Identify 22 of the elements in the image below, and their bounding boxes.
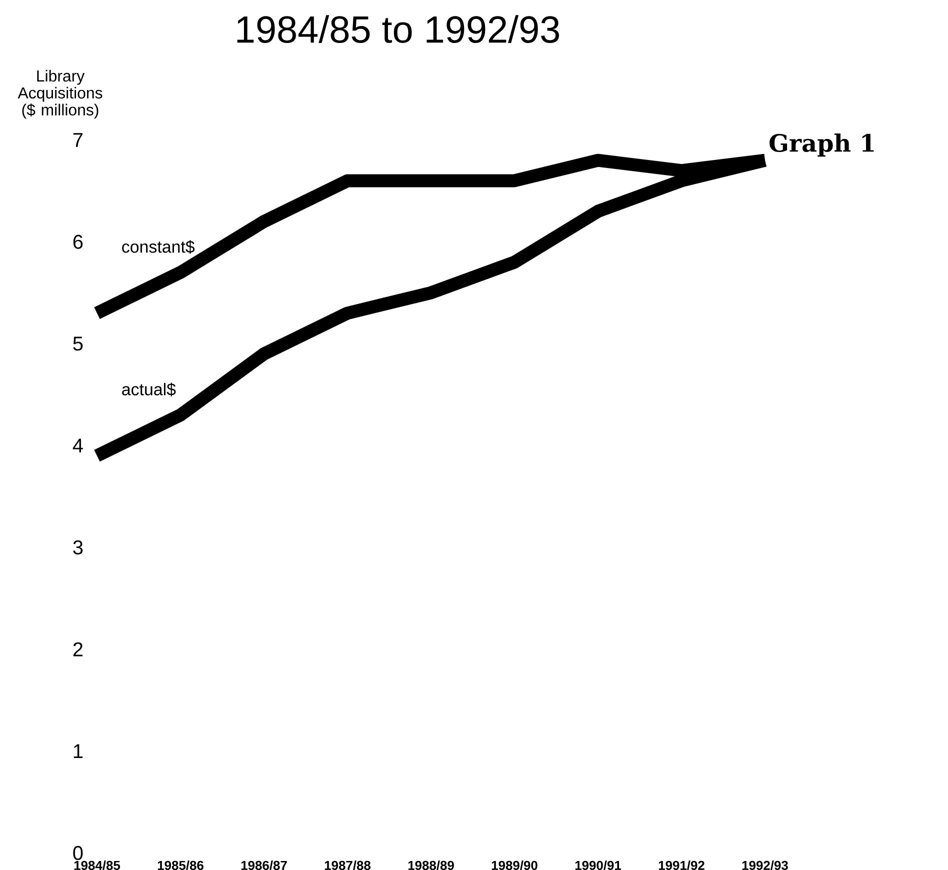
- y-tick-label: 6: [73, 234, 83, 249]
- x-tick-label: 1984/85: [74, 860, 120, 870]
- x-tick-label: 1987/88: [324, 860, 371, 870]
- x-tick-label: 1991/92: [658, 860, 704, 870]
- y-tick-label: 4: [72, 438, 83, 452]
- y-tick-label: 7: [73, 133, 82, 147]
- series-label: constant$: [122, 240, 195, 254]
- y-tick-label: 3: [73, 540, 83, 554]
- x-tick-label: 1988/89: [408, 860, 454, 870]
- series-label: actual$: [122, 382, 176, 396]
- x-tick-label: 1990/91: [575, 860, 622, 870]
- x-tick-label: 1989/90: [492, 860, 538, 870]
- x-tick-label: 1992/93: [742, 860, 788, 870]
- y-tick-label: 0: [73, 846, 83, 860]
- y-axis-title: Library Acquisitions ($ millions): [18, 70, 102, 119]
- y-tick-label: 5: [73, 336, 83, 351]
- y-tick-label: 2: [73, 642, 82, 656]
- x-tick-label: 1985/86: [158, 860, 204, 870]
- y-tick-label: 1: [74, 744, 83, 758]
- annotation: Graph 1: [770, 134, 874, 157]
- chart-title: 1984/85 to 1992/93: [237, 15, 560, 43]
- x-tick-label: 1986/87: [241, 860, 287, 870]
